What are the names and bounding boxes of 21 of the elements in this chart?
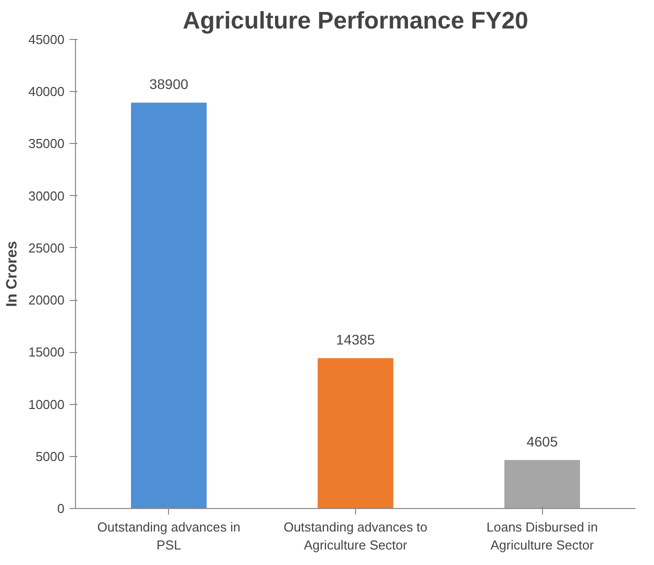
data-label: 14385 <box>336 332 376 348</box>
bar <box>504 460 580 508</box>
data-label: 38900 <box>149 76 189 92</box>
bar <box>131 102 207 508</box>
y-tick-label: 15000 <box>28 344 65 360</box>
x-tick-label: Outstanding advances in PSL <box>97 520 240 552</box>
y-axis-title: In Crores <box>3 241 20 307</box>
data-label: 4605 <box>526 434 558 450</box>
y-tick-label: 40000 <box>28 84 65 100</box>
y-tick-label: 45000 <box>28 32 65 47</box>
y-tick-label: 30000 <box>28 188 65 204</box>
y-tick-label: 35000 <box>28 136 65 152</box>
y-tick-label: 0 <box>57 501 65 516</box>
y-tick-label: 10000 <box>28 396 65 412</box>
x-tick-label: Loans Disbursed in Agriculture Sector <box>486 520 598 552</box>
y-tick-label: 5000 <box>36 448 64 464</box>
chart-title: Agriculture Performance FY20 <box>182 8 528 34</box>
y-tick-label: 20000 <box>28 292 65 308</box>
y-tick-label: 25000 <box>28 240 65 256</box>
bar <box>318 358 394 508</box>
x-tick-label: Outstanding advances to Agriculture Sector <box>284 520 428 552</box>
